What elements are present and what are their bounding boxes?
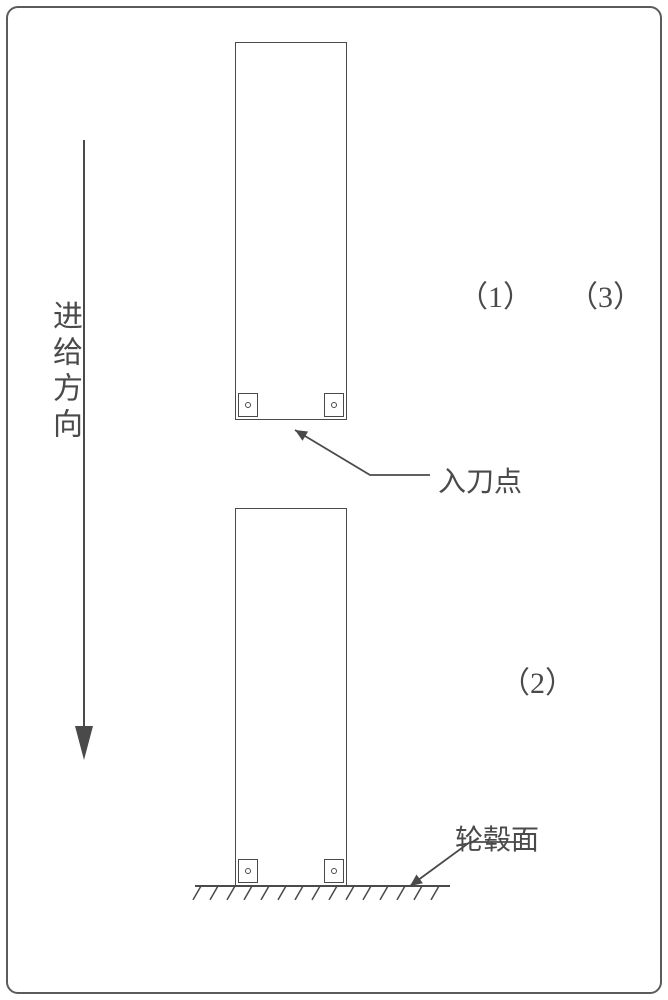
entry-point-label: 入刀点 — [438, 460, 522, 500]
mark-1-label: （1） — [458, 272, 533, 316]
feed-direction-label: 进给方向 — [42, 300, 86, 444]
hub-surface-label: 轮毂面 — [455, 818, 539, 858]
diagram-stage: 进给方向 入刀点 轮毂面 （1） （3） （2） — [0, 0, 668, 1000]
mark-3-label: （3） — [568, 272, 643, 316]
mark-2-label: （2） — [500, 658, 575, 702]
hub-surface-pointer — [0, 0, 668, 1000]
